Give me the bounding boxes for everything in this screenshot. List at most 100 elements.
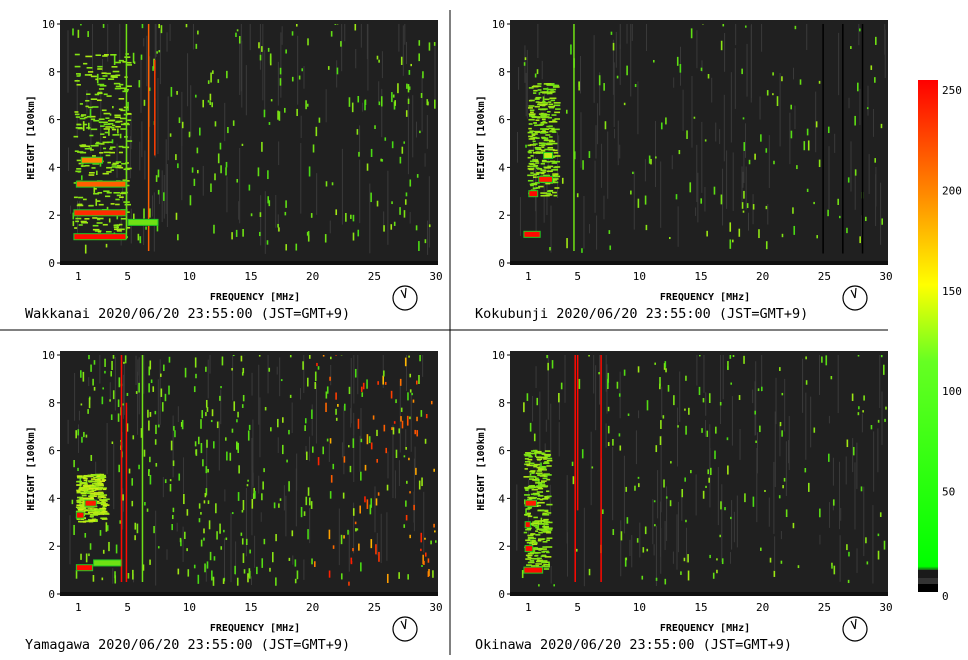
echo-trace — [524, 499, 537, 507]
echo-trace — [538, 175, 553, 183]
x-tick-label: 20 — [306, 601, 319, 614]
echo-trace — [75, 180, 127, 188]
y-axis-label: HEIGHT [100km] — [476, 426, 487, 510]
y-axis-label: HEIGHT [100km] — [26, 426, 37, 510]
panel-caption: Okinawa 2020/06/20 23:55:00 (JST=GMT+9) — [475, 637, 792, 653]
colorbar-tick-label: 100 — [942, 385, 962, 398]
y-tick-label: 8 — [48, 66, 55, 79]
echo-trace-core — [524, 567, 543, 573]
panel-caption: Kokubunji 2020/06/20 23:55:00 (JST=GMT+9… — [475, 306, 808, 322]
x-tick-label: 25 — [368, 601, 381, 614]
x-axis-label: FREQUENCY [MHz] — [210, 623, 300, 634]
plot-background — [510, 20, 888, 265]
x-tick-label: 15 — [244, 270, 257, 283]
echo-trace — [75, 511, 85, 519]
y-axis-label: HEIGHT [100km] — [26, 95, 37, 179]
y-tick-label: 8 — [48, 397, 55, 410]
y-axis-label: HEIGHT [100km] — [476, 95, 487, 179]
echo-trace — [524, 521, 531, 529]
noise-layer — [67, 24, 436, 255]
echo-trace-core — [525, 546, 533, 552]
plot-low-band — [60, 261, 438, 265]
x-tick-label: 30 — [429, 601, 442, 614]
echo-trace-core — [76, 181, 126, 187]
echo-trace — [80, 156, 103, 164]
echo-trace-core — [128, 219, 158, 225]
echo-trace-core — [76, 565, 93, 571]
y-tick-label: 6 — [498, 114, 505, 127]
x-tick-label: 1 — [75, 270, 82, 283]
x-tick-label: 15 — [694, 601, 707, 614]
echo-region — [523, 449, 553, 571]
y-tick-label: 8 — [498, 66, 505, 79]
x-tick-label: 20 — [756, 270, 769, 283]
x-tick-label: 10 — [183, 270, 196, 283]
x-tick-label: 30 — [879, 270, 892, 283]
y-tick-label: 4 — [48, 161, 55, 174]
colorbar: 0 50 100 150 200 250 — [918, 80, 962, 603]
x-tick-label: 1 — [525, 270, 532, 283]
echo-trace — [127, 218, 159, 226]
plot-low-band — [510, 592, 888, 596]
panel-caption: Yamagawa 2020/06/20 23:55:00 (JST=GMT+9) — [25, 637, 350, 653]
noise-layer — [516, 355, 887, 587]
echo-trace — [523, 230, 541, 238]
x-tick-label: 25 — [818, 270, 831, 283]
echo-trace-core — [544, 152, 552, 158]
y-tick-label: 2 — [48, 209, 55, 222]
y-tick-label: 10 — [492, 18, 505, 31]
x-tick-label: 10 — [183, 601, 196, 614]
echo-trace — [543, 151, 553, 159]
colorbar-tick-label: 150 — [942, 285, 962, 298]
x-tick-label: 5 — [124, 270, 131, 283]
y-tick-label: 0 — [48, 257, 55, 270]
colorbar-tick-label: 50 — [942, 486, 955, 499]
echo-trace-core — [524, 231, 540, 237]
x-tick-label: 5 — [574, 270, 581, 283]
echo-trace — [524, 545, 534, 553]
clock-icon — [392, 616, 418, 642]
echo-trace — [75, 564, 94, 572]
y-tick-label: 0 — [498, 588, 505, 601]
y-tick-label: 4 — [498, 161, 505, 174]
y-tick-label: 6 — [498, 445, 505, 458]
colorbar-tick-label: 200 — [942, 184, 962, 197]
x-axis-label: FREQUENCY [MHz] — [660, 623, 750, 634]
echo-trace-core — [94, 560, 121, 566]
plot-low-band — [510, 261, 888, 265]
echo-trace — [73, 209, 127, 217]
echo-trace-core — [74, 234, 126, 240]
echo-region — [527, 83, 561, 197]
y-tick-label: 4 — [48, 492, 55, 505]
x-tick-label: 10 — [633, 601, 646, 614]
y-tick-label: 0 — [498, 257, 505, 270]
echo-trace — [84, 499, 97, 507]
y-tick-label: 10 — [42, 349, 55, 362]
x-tick-label: 25 — [368, 270, 381, 283]
clock-icon — [842, 616, 868, 642]
x-tick-label: 25 — [818, 601, 831, 614]
x-tick-label: 30 — [429, 270, 442, 283]
echo-trace — [93, 559, 122, 567]
y-tick-label: 10 — [42, 18, 55, 31]
colorbar-gradient — [918, 80, 938, 592]
x-tick-label: 1 — [75, 601, 82, 614]
echo-trace — [523, 566, 544, 574]
x-tick-label: 5 — [574, 601, 581, 614]
panel-caption: Wakkanai 2020/06/20 23:55:00 (JST=GMT+9) — [25, 306, 350, 322]
echo-trace-core — [525, 500, 536, 506]
x-tick-label: 10 — [633, 270, 646, 283]
x-tick-label: 15 — [694, 270, 707, 283]
plot-low-band — [60, 592, 438, 596]
x-tick-label: 5 — [124, 601, 131, 614]
echo-trace-core — [76, 512, 84, 518]
echo-trace-core — [74, 210, 126, 216]
echo-trace-core — [539, 176, 552, 182]
y-tick-label: 2 — [498, 209, 505, 222]
colorbar-tick-label: 0 — [942, 590, 949, 603]
x-tick-label: 20 — [756, 601, 769, 614]
